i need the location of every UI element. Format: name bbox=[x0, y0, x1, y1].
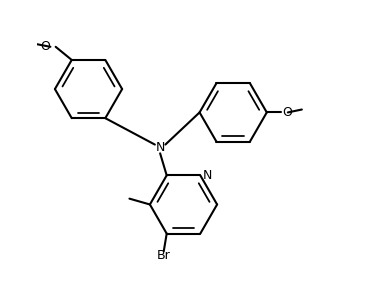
Text: N: N bbox=[203, 169, 212, 182]
Text: O: O bbox=[282, 106, 292, 119]
Text: O: O bbox=[40, 40, 50, 53]
Text: N: N bbox=[156, 141, 165, 154]
Text: Br: Br bbox=[157, 249, 171, 262]
